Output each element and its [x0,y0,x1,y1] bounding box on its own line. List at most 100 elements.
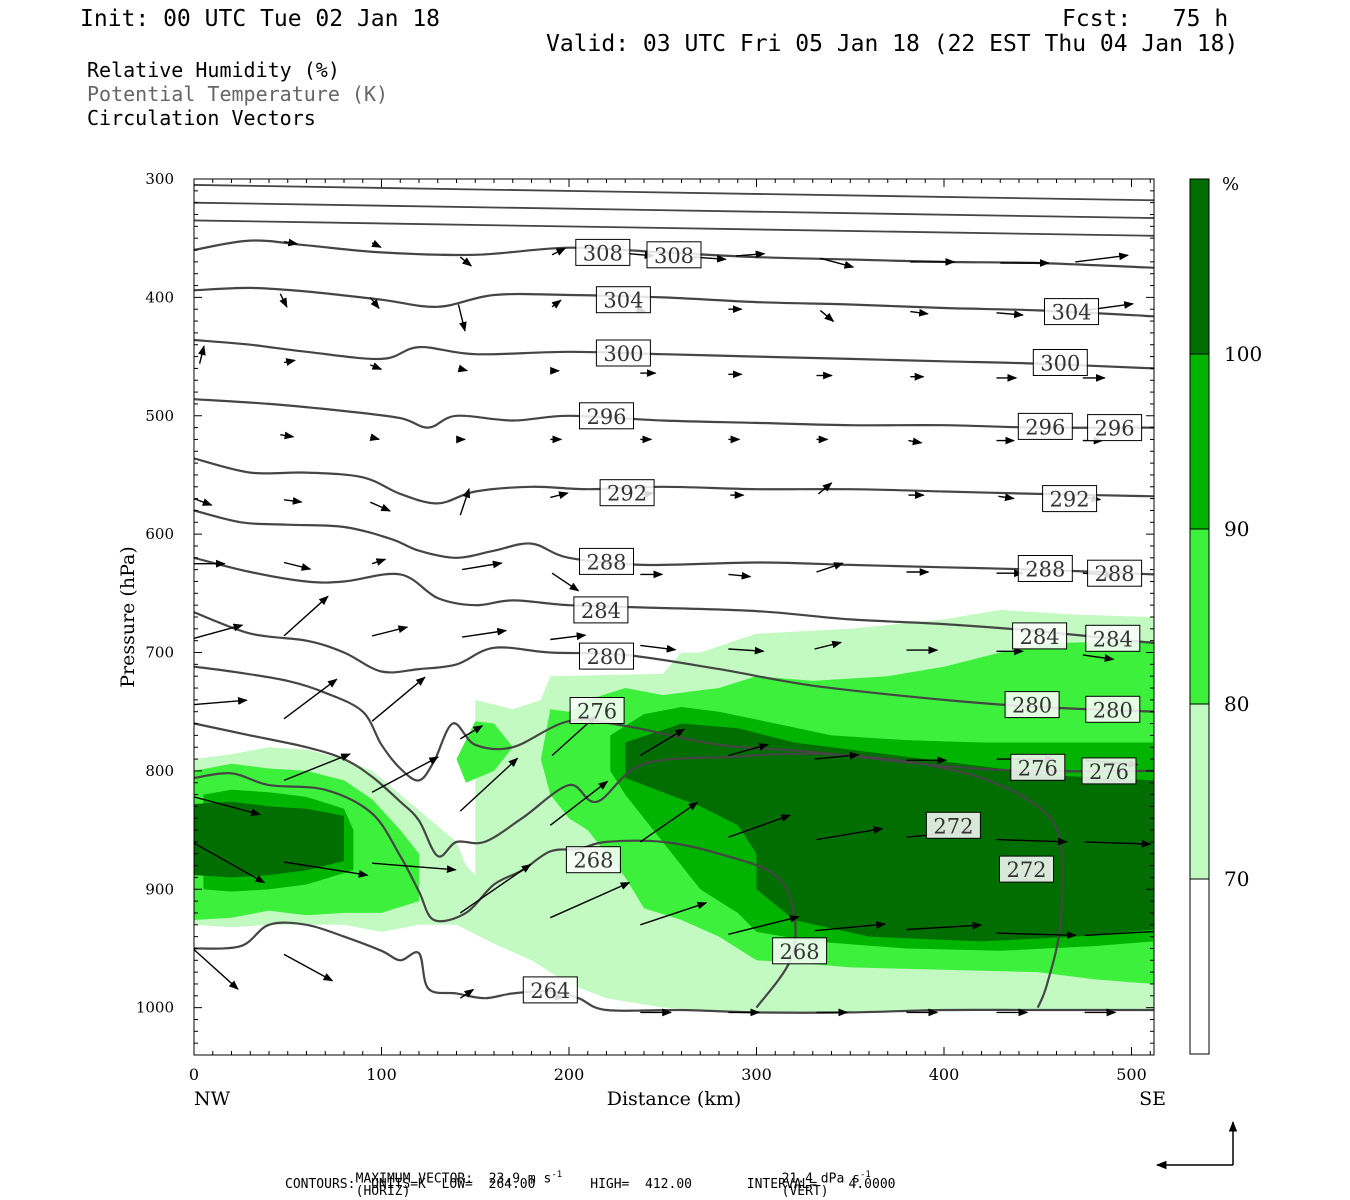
contour-label-box [646,241,702,269]
footer-max-vector-vert: 21.4 dPa s-1 (VERT) [781,1170,871,1200]
circulation-vector-104 [814,921,886,932]
contour-label-272-23: 272 [925,811,981,839]
circulation-vector-108 [194,949,239,990]
contour-label-308-0: 308 [575,238,631,266]
contour-label-box [1044,298,1099,326]
x-tick-label: 300 [741,1065,772,1084]
circulation-vector-57 [551,572,580,592]
x-tick-label: 400 [929,1065,960,1084]
circulation-vector-110 [459,988,475,999]
contour-label-296-8: 296 [1087,414,1143,442]
circulation-vector-46 [550,491,569,499]
contour-label-288-11: 288 [579,547,634,575]
circulation-vector-45 [459,487,471,516]
circulation-vector-100 [459,863,532,914]
contour-label-text: 276 [577,700,617,724]
circulation-vector-93 [816,826,884,841]
contour-label-box [522,976,578,1004]
theta-contour-284 [194,556,1154,645]
circulation-vector-98 [283,861,369,878]
contour-label-268-25: 268 [565,846,621,874]
contour-label-text: 268 [780,940,820,964]
y-axis-label: Pressure (hPa) [117,546,139,688]
contour-label-text: 272 [1006,858,1046,882]
circulation-vector-105 [906,921,983,931]
circulation-vector-107 [1084,930,1154,937]
circulation-vector-32 [280,431,295,440]
contour-label-284-16: 284 [1085,624,1141,652]
contour-label-box [772,937,828,965]
contour-label-text: 292 [607,482,647,506]
contour-label-text: 280 [586,645,626,669]
contour-label-268-26: 268 [772,937,828,965]
circulation-vector-59 [728,571,752,580]
contour-labels: 308 308 304 304 300 300 296 296 296 292 292 288 288 2… [522,238,1143,1004]
axes: 300 400 500 600 700 800 900 1000 0 100 200 300 400 50… [136,170,1154,1084]
colorbar-level-label: 80 [1224,692,1249,716]
contour-label-text: 276 [1018,756,1058,780]
circulation-vector-89 [459,757,519,812]
circulation-vector-103 [728,915,800,935]
theta-contour-288 [194,509,1154,576]
contour-label-text: 284 [1093,627,1133,651]
circulation-vector-76 [283,678,338,720]
contour-label-text: 284 [1020,625,1060,649]
contour-label-308-1: 308 [646,241,702,269]
y-tick-label: 700 [145,644,174,662]
circulation-vector-6 [735,250,766,259]
circulation-vector-66 [371,625,409,637]
theta-contour-upper-0 [194,184,1154,202]
circulation-vector-71 [814,640,842,650]
theta-contour-308 [194,239,1154,269]
circulation-vector-10 [1075,252,1129,263]
circulation-vector-43 [283,497,303,505]
contour-label-284-15: 284 [1012,622,1068,650]
circulation-vector-54 [283,561,312,571]
contour-label-box [565,846,621,874]
contour-label-box [579,402,634,430]
init-time: Init: 00 UTC Tue 02 Jan 18 [80,6,441,32]
contour-label-280-19: 280 [1085,695,1141,723]
contour-label-text: 280 [1093,698,1133,722]
contour-label-box [599,479,655,507]
contour-label-280-17: 280 [579,642,634,670]
circulation-vector-82 [814,751,860,760]
contour-label-box [579,642,634,670]
circulation-vector-49 [817,482,833,495]
circulation-vector-60 [816,562,844,573]
contour-label-box [1087,414,1143,442]
colorbar-segment-4 [1189,878,1210,1055]
circulation-vector-64 [194,623,244,639]
theta-contour-276 [194,665,1154,782]
max-vector-horiz: MAXIMUM VECTOR: 23.9 m s [355,1171,552,1187]
vector-scale-legend [1155,1120,1238,1170]
circulation-vector-51 [998,493,1015,502]
circulation-vector-23 [370,362,383,370]
theta-contour-300 [194,338,1154,370]
circulation-vector-99 [372,862,457,874]
circulation-vector-67 [461,627,508,638]
rh-region-80-2 [456,721,513,783]
theta-contour-272 [194,722,1064,1009]
contour-label-272-24: 272 [999,855,1054,883]
circulation-vector-92 [728,814,791,838]
y-tick-label: 500 [145,407,174,425]
contour-label-300-4: 300 [595,339,651,367]
contour-label-box [1085,624,1141,652]
circulation-vector-95 [996,837,1068,846]
colorbar: 100 90 80 70 [1189,178,1262,1055]
x-end-label-nw: NW [194,1088,231,1110]
circulation-vector-2 [459,256,473,267]
circulation-vector-21 [198,345,206,364]
circulation-vector-80 [639,728,686,757]
theta-contour-264 [194,921,1154,1014]
colorbar-level-label: 70 [1224,867,1249,891]
x-tick-label: 500 [1116,1065,1147,1084]
x-tick-label: 200 [554,1065,585,1084]
circulation-vector-77 [371,676,426,722]
theta-contour-268 [194,772,797,1009]
circulation-vector-42 [194,497,213,506]
circulation-vector-101 [550,881,631,919]
circulation-vector-13 [457,304,467,332]
